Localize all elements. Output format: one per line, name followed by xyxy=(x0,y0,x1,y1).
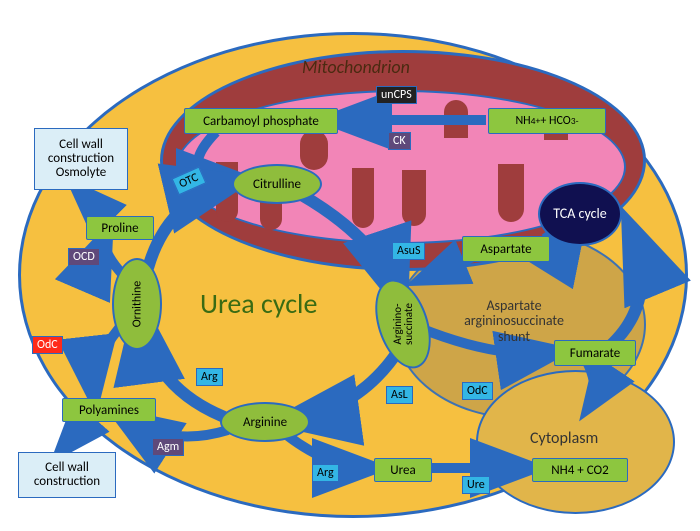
shunt-label: Aspartate argininosuccinate shunt xyxy=(454,298,574,344)
ck-enzyme: CK xyxy=(388,132,411,150)
proline-node: Proline xyxy=(86,216,154,240)
uncps-enzyme: unCPS xyxy=(376,86,417,104)
arg-enzyme-2: Arg xyxy=(312,464,339,482)
tca-cycle-node: TCA cycle xyxy=(538,182,622,246)
arg-enzyme-1: Arg xyxy=(196,368,223,386)
construction-box: Cell wall construction xyxy=(18,452,116,498)
asl-enzyme: AsL xyxy=(386,386,413,404)
tca-label: TCA cycle xyxy=(553,206,606,221)
urea-node: Urea xyxy=(374,458,432,482)
agm-enzyme: Agm xyxy=(152,438,184,456)
asus-enzyme: AsuS xyxy=(392,242,425,260)
fumarate-node: Fumarate xyxy=(554,340,636,366)
ocd-enzyme: OCD xyxy=(68,248,100,266)
arginine-node: Arginine xyxy=(220,402,310,442)
nh4-co2-node: NH4 + CO2 xyxy=(532,458,628,482)
cytoplasm-label: Cytoplasm xyxy=(530,430,598,448)
carbamoyl-phosphate-node: Carbamoyl phosphate xyxy=(184,108,338,134)
odc2-enzyme: OdC xyxy=(462,382,493,400)
urea-cycle-title: Urea cycle xyxy=(200,290,320,318)
aspartate-node: Aspartate xyxy=(462,236,550,262)
nh4-hco3-node: NH4+ + HCO3- xyxy=(488,108,606,134)
citrulline-node: Citrulline xyxy=(232,164,322,204)
ure-enzyme: Ure xyxy=(462,476,490,494)
mitochondrion-label: Mitochondrion xyxy=(302,56,410,78)
osmolyte-box: Cell wall construction Osmolyte xyxy=(34,128,128,190)
odc-enzyme: OdC xyxy=(32,336,63,354)
ornithine-node: Ornithine xyxy=(112,258,162,350)
polyamines-node: Polyamines xyxy=(62,398,156,422)
